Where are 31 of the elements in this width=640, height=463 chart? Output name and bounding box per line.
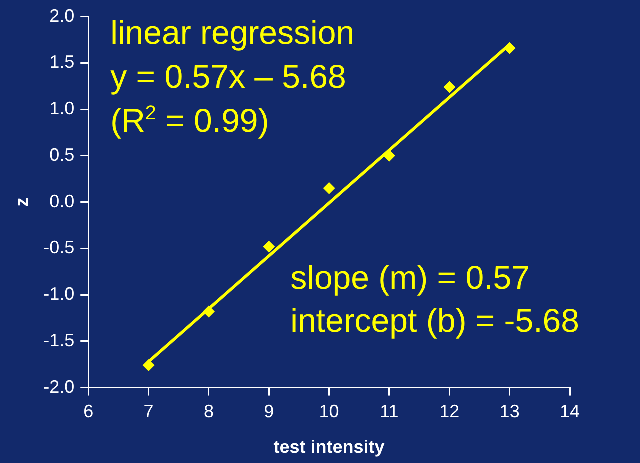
x-tick-label: 8 — [204, 402, 214, 422]
annotation: linear regression — [110, 14, 355, 51]
annotation: intercept (b) = -5.68 — [290, 302, 580, 339]
point — [202, 306, 215, 318]
x-tick-label: 13 — [500, 402, 520, 422]
y-tick-label: -1.5 — [44, 330, 75, 350]
x-tick-label: 10 — [319, 402, 340, 422]
y-axis-title: z — [12, 198, 32, 207]
annotation: y = 0.57x – 5.68 — [110, 58, 346, 95]
y-tick-label: -0.5 — [44, 238, 75, 258]
x-tick-label: 11 — [380, 402, 399, 422]
x-axis-title: test intensity — [274, 437, 385, 458]
point — [444, 81, 456, 94]
x-tick-label: 14 — [560, 402, 580, 422]
point — [142, 360, 155, 372]
y-tick-label: 0.0 — [50, 191, 75, 212]
point — [323, 182, 336, 194]
y-tick-label: 2.0 — [50, 6, 75, 26]
y-tick-label: 1.0 — [50, 98, 75, 119]
point — [263, 240, 276, 253]
point — [504, 42, 516, 54]
y-tick-label: -2.0 — [44, 376, 75, 397]
annotation: slope (m) = 0.57 — [290, 258, 530, 296]
y-tick-label: 0.5 — [50, 144, 75, 165]
y-tick-label: 1.5 — [50, 52, 75, 72]
y-tick-label: -1.0 — [44, 284, 75, 304]
x-tick-label: 12 — [440, 402, 460, 422]
point — [383, 150, 396, 162]
x-tick-label: 9 — [264, 402, 274, 422]
x-tick-label: 6 — [84, 402, 94, 422]
x-tick-label: 7 — [144, 402, 154, 422]
